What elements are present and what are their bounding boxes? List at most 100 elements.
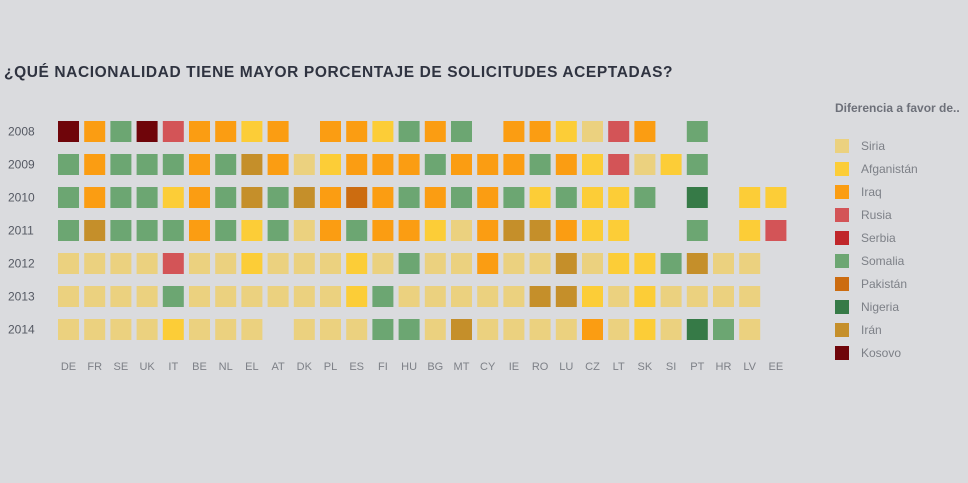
heatmap-cell-2010-FI[interactable] xyxy=(372,187,394,208)
heatmap-cell-2009-DK[interactable] xyxy=(293,154,315,175)
heatmap-cell-2014-SI[interactable] xyxy=(660,319,682,340)
heatmap-cell-2009-UK[interactable] xyxy=(136,154,158,175)
heatmap-cell-2012-FI[interactable] xyxy=(372,253,394,274)
heatmap-cell-2009-SK[interactable] xyxy=(634,154,656,175)
heatmap-cell-2008-SE[interactable] xyxy=(110,121,132,142)
heatmap-cell-2010-LV[interactable] xyxy=(739,187,761,208)
heatmap-cell-2014-LT[interactable] xyxy=(608,319,630,340)
heatmap-cell-2010-MT[interactable] xyxy=(451,187,472,208)
heatmap-cell-2013-BG[interactable] xyxy=(424,286,446,307)
heatmap-cell-2013-CY[interactable] xyxy=(477,286,499,307)
legend-item-siria[interactable]: Siria xyxy=(835,134,965,157)
heatmap-cell-2012-IT[interactable] xyxy=(162,253,184,274)
heatmap-cell-2014-BG[interactable] xyxy=(424,319,446,340)
heatmap-cell-2011-FR[interactable] xyxy=(84,220,106,241)
heatmap-cell-2008-FR[interactable] xyxy=(84,121,106,142)
legend-item-pakistán[interactable]: Pakistán xyxy=(835,272,965,295)
heatmap-cell-2010-CZ[interactable] xyxy=(582,187,603,208)
heatmap-cell-2011-PT[interactable] xyxy=(686,220,708,241)
heatmap-cell-2013-SI[interactable] xyxy=(660,286,682,307)
heatmap-cell-2012-AT[interactable] xyxy=(267,253,289,274)
heatmap-cell-2011-LU[interactable] xyxy=(555,220,577,241)
heatmap-cell-2011-BG[interactable] xyxy=(424,220,446,241)
heatmap-cell-2008-ES[interactable] xyxy=(346,121,368,142)
heatmap-cell-2008-SK[interactable] xyxy=(634,121,656,142)
heatmap-cell-2010-NL[interactable] xyxy=(215,187,237,208)
heatmap-cell-2012-BG[interactable] xyxy=(424,253,446,274)
heatmap-cell-2008-IT[interactable] xyxy=(162,121,184,142)
heatmap-cell-2012-SI[interactable] xyxy=(660,253,682,274)
heatmap-cell-2014-DK[interactable] xyxy=(293,319,315,340)
heatmap-cell-2013-PL[interactable] xyxy=(320,286,341,307)
heatmap-cell-2013-AT[interactable] xyxy=(267,286,289,307)
legend-item-iraq[interactable]: Iraq xyxy=(835,180,965,203)
heatmap-cell-2013-FR[interactable] xyxy=(84,286,106,307)
heatmap-cell-2010-PL[interactable] xyxy=(320,187,341,208)
heatmap-cell-2012-FR[interactable] xyxy=(84,253,106,274)
heatmap-cell-2009-IE[interactable] xyxy=(503,154,525,175)
heatmap-cell-2014-HR[interactable] xyxy=(713,319,734,340)
heatmap-cell-2014-PT[interactable] xyxy=(686,319,708,340)
heatmap-cell-2009-RO[interactable] xyxy=(529,154,551,175)
heatmap-cell-2011-CZ[interactable] xyxy=(582,220,603,241)
heatmap-cell-2013-IE[interactable] xyxy=(503,286,525,307)
heatmap-cell-2012-BE[interactable] xyxy=(189,253,210,274)
heatmap-cell-2013-BE[interactable] xyxy=(189,286,210,307)
legend-item-kosovo[interactable]: Kosovo xyxy=(835,341,965,364)
heatmap-cell-2008-MT[interactable] xyxy=(451,121,472,142)
heatmap-cell-2010-DK[interactable] xyxy=(293,187,315,208)
heatmap-cell-2008-NL[interactable] xyxy=(215,121,237,142)
heatmap-cell-2014-ES[interactable] xyxy=(346,319,368,340)
heatmap-cell-2010-RO[interactable] xyxy=(529,187,551,208)
heatmap-cell-2014-IT[interactable] xyxy=(162,319,184,340)
heatmap-cell-2012-HR[interactable] xyxy=(713,253,734,274)
heatmap-cell-2012-MT[interactable] xyxy=(451,253,472,274)
heatmap-cell-2010-EE[interactable] xyxy=(765,187,787,208)
heatmap-cell-2011-ES[interactable] xyxy=(346,220,368,241)
heatmap-cell-2008-FI[interactable] xyxy=(372,121,394,142)
heatmap-cell-2014-PL[interactable] xyxy=(320,319,341,340)
heatmap-cell-2011-NL[interactable] xyxy=(215,220,237,241)
heatmap-cell-2010-PT[interactable] xyxy=(686,187,708,208)
heatmap-cell-2014-CY[interactable] xyxy=(477,319,499,340)
heatmap-cell-2014-MT[interactable] xyxy=(451,319,472,340)
heatmap-cell-2009-LT[interactable] xyxy=(608,154,630,175)
heatmap-cell-2014-HU[interactable] xyxy=(398,319,420,340)
legend-item-afganistán[interactable]: Afganistán xyxy=(835,157,965,180)
heatmap-cell-2013-LT[interactable] xyxy=(608,286,630,307)
heatmap-cell-2009-EL[interactable] xyxy=(241,154,263,175)
legend-item-rusia[interactable]: Rusia xyxy=(835,203,965,226)
heatmap-cell-2010-SK[interactable] xyxy=(634,187,656,208)
heatmap-cell-2009-SE[interactable] xyxy=(110,154,132,175)
heatmap-cell-2008-RO[interactable] xyxy=(529,121,551,142)
heatmap-cell-2010-IT[interactable] xyxy=(162,187,184,208)
heatmap-cell-2012-SK[interactable] xyxy=(634,253,656,274)
heatmap-cell-2014-IE[interactable] xyxy=(503,319,525,340)
heatmap-cell-2011-FI[interactable] xyxy=(372,220,394,241)
heatmap-cell-2008-CZ[interactable] xyxy=(582,121,603,142)
heatmap-cell-2013-RO[interactable] xyxy=(529,286,551,307)
heatmap-cell-2014-LV[interactable] xyxy=(739,319,761,340)
heatmap-cell-2013-LV[interactable] xyxy=(739,286,761,307)
heatmap-cell-2008-BG[interactable] xyxy=(424,121,446,142)
heatmap-cell-2009-PL[interactable] xyxy=(320,154,341,175)
heatmap-cell-2009-PT[interactable] xyxy=(686,154,708,175)
heatmap-cell-2009-SI[interactable] xyxy=(660,154,682,175)
heatmap-cell-2011-IT[interactable] xyxy=(162,220,184,241)
heatmap-cell-2014-EL[interactable] xyxy=(241,319,263,340)
heatmap-cell-2010-AT[interactable] xyxy=(267,187,289,208)
heatmap-cell-2013-CZ[interactable] xyxy=(582,286,603,307)
heatmap-cell-2013-MT[interactable] xyxy=(451,286,472,307)
heatmap-cell-2013-UK[interactable] xyxy=(136,286,158,307)
heatmap-cell-2008-AT[interactable] xyxy=(267,121,289,142)
heatmap-cell-2010-CY[interactable] xyxy=(477,187,499,208)
heatmap-cell-2012-IE[interactable] xyxy=(503,253,525,274)
heatmap-cell-2011-DE[interactable] xyxy=(58,220,79,241)
heatmap-cell-2014-BE[interactable] xyxy=(189,319,210,340)
heatmap-cell-2014-SE[interactable] xyxy=(110,319,132,340)
heatmap-cell-2012-PL[interactable] xyxy=(320,253,341,274)
heatmap-cell-2012-CZ[interactable] xyxy=(582,253,603,274)
heatmap-cell-2009-ES[interactable] xyxy=(346,154,368,175)
heatmap-cell-2012-EL[interactable] xyxy=(241,253,263,274)
heatmap-cell-2014-LU[interactable] xyxy=(555,319,577,340)
